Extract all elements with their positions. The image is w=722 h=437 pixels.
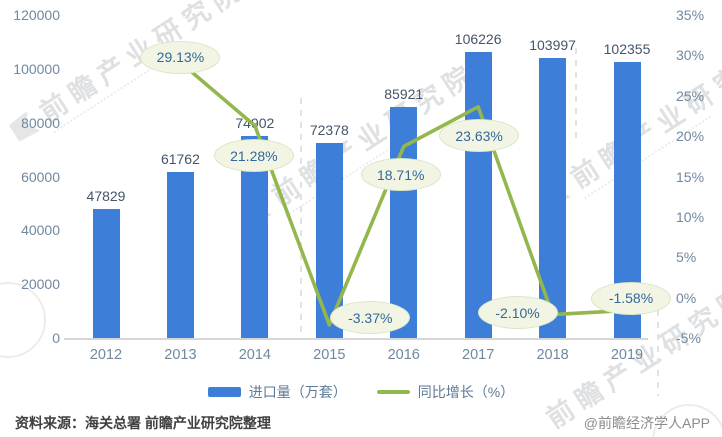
growth-callout-2017: 23.63% xyxy=(439,119,520,153)
bar-value-label: 47829 xyxy=(86,188,126,205)
pct-axis-tick: 10% xyxy=(676,208,705,225)
legend: 进口量（万套） 同比增长（%） xyxy=(0,382,722,402)
pct-axis-tick: 15% xyxy=(676,168,705,185)
legend-item-import-volume: 进口量（万套） xyxy=(207,382,347,402)
pct-axis-tick: 25% xyxy=(676,87,705,104)
legend-label: 同比增长（%） xyxy=(417,384,515,400)
y-axis-tick: 80000 xyxy=(21,114,60,131)
y-axis-tick: 0 xyxy=(52,330,60,346)
bar-value-label: 61762 xyxy=(160,150,200,167)
x-axis-label: 2017 xyxy=(462,347,495,363)
growth-line xyxy=(179,61,628,327)
pct-axis-tick: 35% xyxy=(676,7,705,23)
growth-callout-2018: -2.10% xyxy=(477,296,558,330)
growth-callout-2015: -3.37% xyxy=(330,301,411,335)
bar-value-label: 103997 xyxy=(529,37,576,54)
y-axis-tick: 40000 xyxy=(21,222,60,239)
watermark-dashes xyxy=(575,48,577,142)
y-axis-tick: 120000 xyxy=(13,7,60,23)
bar-swatch-icon xyxy=(207,387,241,397)
bar-2013 xyxy=(166,171,194,338)
watermark-dashes xyxy=(657,310,659,396)
y-axis-tick: 20000 xyxy=(21,276,60,293)
bar-value-label: 85921 xyxy=(384,85,424,102)
source-text: 资料来源：海关总署 前瞻产业研究院整理 xyxy=(15,415,271,431)
watermark-dashes xyxy=(300,98,302,338)
x-axis-label: 2012 xyxy=(89,347,123,363)
growth-callout-2016: 18.71% xyxy=(360,158,441,192)
credit-text: @前瞻经济学人APP xyxy=(583,415,710,431)
x-axis-label: 2019 xyxy=(610,347,644,363)
bar-2017 xyxy=(464,52,492,338)
bar-2012 xyxy=(92,209,120,338)
legend-label: 进口量（万套） xyxy=(248,384,347,400)
bar-value-label: 72378 xyxy=(309,122,349,139)
x-axis-label: 2018 xyxy=(536,347,569,363)
y-axis-tick: 100000 xyxy=(13,60,60,77)
bar-value-label: 102355 xyxy=(603,41,651,58)
growth-callout-2013: 29.13% xyxy=(140,40,221,74)
y-axis-tick: 60000 xyxy=(21,168,60,185)
x-axis-label: 2015 xyxy=(313,347,346,363)
x-axis-label: 2013 xyxy=(164,347,197,363)
pct-axis-tick: 0% xyxy=(676,289,697,306)
x-axis-label: 2014 xyxy=(238,347,271,363)
pct-axis-tick: 5% xyxy=(676,249,697,266)
x-axis-label: 2016 xyxy=(387,347,420,363)
legend-item-yoy-growth: 同比增长（%） xyxy=(376,382,515,402)
growth-callout-2019: -1.58% xyxy=(591,281,671,315)
pct-axis-tick: 20% xyxy=(676,128,705,145)
growth-callout-2014: 21.28% xyxy=(213,139,294,173)
bar-value-label: 106226 xyxy=(454,31,502,48)
pct-axis-tick: 30% xyxy=(676,47,705,64)
pct-axis-tick: -5% xyxy=(676,330,701,346)
x-axis-line xyxy=(64,338,648,340)
line-swatch-icon xyxy=(376,390,410,394)
